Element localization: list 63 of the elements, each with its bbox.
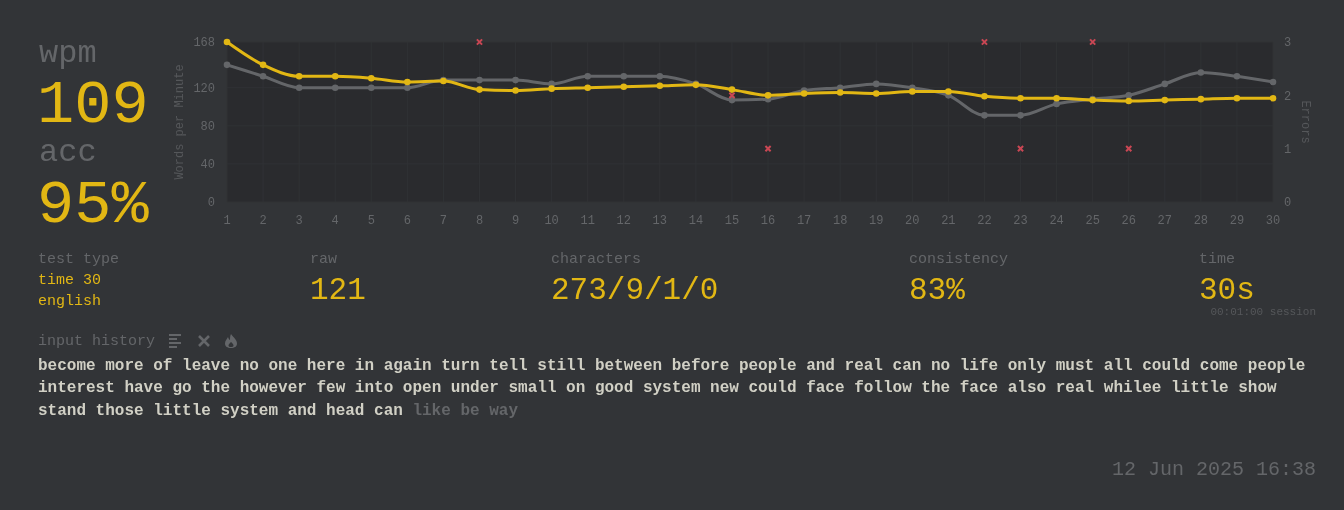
point (620, 83, 628, 91)
point (1161, 80, 1169, 88)
point (981, 92, 988, 100)
text: 95% (37, 170, 150, 241)
point (1197, 69, 1205, 76)
point (1053, 100, 1060, 108)
point (1089, 38, 1097, 46)
point (872, 80, 880, 88)
point (1053, 94, 1060, 102)
point (728, 86, 736, 93)
point (1016, 145, 1025, 153)
point (512, 76, 519, 84)
point (620, 72, 628, 80)
text: interest have go the however few into open under small on good system new could face follow the face also real whilee little show (38, 379, 1277, 397)
text: 109 (37, 70, 149, 141)
point (259, 61, 267, 69)
point (331, 72, 339, 80)
point (1125, 145, 1133, 153)
point (872, 90, 880, 97)
point (1233, 94, 1241, 102)
point (764, 145, 772, 153)
point (331, 84, 339, 92)
point (656, 72, 664, 80)
point (1017, 112, 1024, 119)
point (584, 84, 591, 92)
point (836, 89, 844, 96)
point (1125, 92, 1133, 99)
point (1233, 72, 1241, 80)
point (548, 85, 555, 92)
point (367, 84, 375, 92)
text: 121 (310, 273, 366, 308)
text: stand those little system and head can (38, 402, 403, 420)
point (367, 74, 375, 82)
point (223, 38, 231, 46)
text: 83% (909, 273, 966, 308)
point (981, 112, 988, 119)
point (1017, 94, 1024, 102)
point (404, 78, 411, 86)
text: become more of leave no one here in again turn tell still between before people and real can no life only must all could come people (38, 357, 1306, 375)
point (656, 82, 664, 90)
point (512, 87, 519, 94)
point (295, 84, 303, 92)
point (404, 84, 411, 92)
text: english (38, 293, 102, 310)
point (764, 92, 772, 99)
text: time 30 (38, 272, 102, 289)
point (1269, 78, 1277, 86)
point (476, 86, 483, 93)
point (223, 61, 231, 69)
point (1269, 94, 1277, 102)
point (909, 88, 916, 95)
point (1197, 95, 1205, 103)
point (259, 72, 267, 80)
point (476, 76, 483, 84)
point (728, 91, 736, 99)
text: 30s (1199, 273, 1255, 308)
point (945, 88, 952, 95)
point (1125, 97, 1133, 105)
point (295, 72, 303, 80)
text: 273/9/1/0 (551, 273, 719, 308)
point (584, 72, 591, 80)
point (728, 96, 736, 104)
point (1161, 96, 1169, 104)
